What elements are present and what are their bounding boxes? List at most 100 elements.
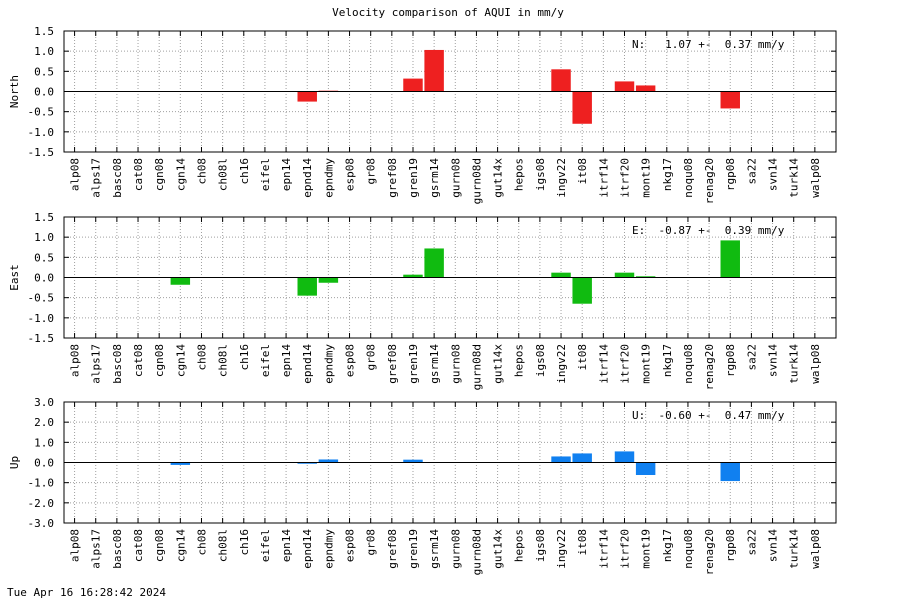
x-tick-label: eifel: [259, 158, 272, 191]
y-tick-label: 0.0: [34, 457, 54, 470]
x-tick-label: noqu08: [682, 158, 695, 198]
x-tick-label: epndmy: [322, 529, 335, 569]
x-tick-label: cat08: [132, 344, 145, 377]
x-tick-label: gurn08: [449, 344, 462, 384]
x-tick-label: itrf20: [618, 344, 631, 384]
x-tick-label: gurn08d: [470, 529, 483, 575]
x-tick-label: ch08: [195, 529, 208, 556]
x-tick-label: ch16: [238, 529, 251, 556]
y-tick-label: -1.5: [28, 146, 55, 159]
bar-epnd14: [297, 91, 317, 102]
x-tick-label: alp08: [69, 529, 82, 562]
x-tick-label: nkg17: [661, 158, 674, 191]
x-tick-label: cgn14: [174, 529, 187, 562]
y-tick-label: 1.0: [34, 45, 54, 58]
y-tick-label: -1.5: [28, 332, 55, 345]
x-tick-label: mont19: [640, 158, 653, 198]
x-tick-label: rgp08: [724, 158, 737, 191]
x-tick-label: esp08: [344, 529, 357, 562]
y-tick-label: 0.0: [34, 272, 54, 285]
x-tick-label: alps17: [90, 529, 103, 569]
bar-mont19: [635, 85, 656, 92]
x-tick-label: alps17: [90, 158, 103, 198]
bar-mont19: [635, 276, 656, 278]
x-tick-label: gsrm14: [428, 158, 441, 198]
x-tick-label: cgn14: [174, 158, 187, 191]
y-axis-label: North: [8, 75, 21, 108]
y-tick-label: -0.5: [28, 292, 55, 305]
bar-ingv22: [551, 456, 571, 463]
x-tick-label: eifel: [259, 344, 272, 377]
x-tick-label: alps17: [90, 344, 103, 384]
bar-cgn14: [170, 277, 191, 285]
x-tick-label: walp08: [809, 344, 822, 384]
bar-epndmy: [318, 459, 339, 463]
x-tick-label: walp08: [809, 529, 822, 569]
x-tick-label: itrf20: [618, 158, 631, 198]
chart-title: Velocity comparison of AQUI in mm/y: [332, 6, 564, 19]
bar-gren19: [403, 459, 423, 463]
x-tick-label: esp08: [344, 344, 357, 377]
x-tick-label: hepos: [513, 529, 526, 562]
x-tick-label: gref08: [386, 529, 399, 569]
x-tick-label: ch16: [238, 344, 251, 371]
bar-itrf20: [614, 451, 635, 463]
x-tick-label: it08: [576, 344, 589, 371]
y-tick-label: 0.5: [34, 65, 54, 78]
velocity-annotation: U: -0.60 +- 0.47 mm/y: [632, 409, 785, 422]
x-tick-label: nkg17: [661, 344, 674, 377]
x-tick-label: gut14x: [492, 344, 505, 384]
x-tick-label: itrf14: [597, 529, 610, 569]
x-tick-label: gut14x: [492, 158, 505, 198]
x-tick-label: hepos: [513, 158, 526, 191]
x-tick-label: gurn08: [449, 529, 462, 569]
x-tick-label: gref08: [386, 158, 399, 198]
x-tick-label: gr08: [365, 158, 378, 185]
x-tick-label: gsrm14: [428, 344, 441, 384]
y-tick-label: 1.0: [34, 436, 54, 449]
bar-rgp08: [720, 240, 740, 278]
bar-itrf20: [614, 272, 635, 278]
velocity-annotation: N: 1.07 +- 0.37 mm/y: [632, 38, 785, 51]
x-tick-label: epn14: [280, 344, 293, 377]
x-tick-label: turk14: [788, 529, 801, 569]
x-tick-label: sa22: [745, 529, 758, 556]
x-tick-label: basc08: [111, 529, 124, 569]
x-tick-label: gref08: [386, 344, 399, 384]
velocity-annotation: E: -0.87 +- 0.39 mm/y: [632, 224, 785, 237]
bar-gsrm14: [424, 49, 444, 92]
x-tick-label: cgn08: [153, 158, 166, 191]
x-tick-label: noqu08: [682, 344, 695, 384]
y-tick-label: 3.0: [34, 396, 54, 409]
x-tick-label: itrf14: [597, 158, 610, 198]
x-tick-label: cgn08: [153, 344, 166, 377]
plot-frame: [63, 401, 837, 524]
x-tick-label: ch08l: [217, 158, 230, 191]
x-tick-label: epnd14: [301, 529, 314, 569]
x-tick-label: ingv22: [555, 344, 568, 384]
y-tick-label: 0.5: [34, 251, 54, 264]
y-tick-label: 1.0: [34, 231, 54, 244]
x-tick-label: ch16: [238, 158, 251, 185]
x-tick-label: gren19: [407, 158, 420, 198]
x-tick-label: igs08: [534, 344, 547, 377]
x-tick-label: gurn08: [449, 158, 462, 198]
bar-rgp08: [720, 462, 740, 482]
bar-rgp08: [720, 91, 740, 109]
bar-epnd14: [297, 462, 317, 464]
x-tick-label: gurn08d: [470, 158, 483, 204]
x-tick-label: gurn08d: [470, 344, 483, 390]
bar-ingv22: [551, 272, 571, 278]
x-tick-label: ch08l: [217, 344, 230, 377]
x-tick-label: gren19: [407, 529, 420, 569]
x-tick-label: svn14: [767, 529, 780, 562]
x-tick-label: cat08: [132, 158, 145, 191]
y-axis-label: East: [8, 264, 21, 291]
x-tick-label: epnd14: [301, 158, 314, 198]
x-tick-label: svn14: [767, 158, 780, 191]
x-tick-label: walp08: [809, 158, 822, 198]
bar-gren19: [403, 78, 423, 92]
plot-frame: [63, 30, 837, 153]
x-tick-label: rgp08: [724, 529, 737, 562]
y-tick-label: 0.0: [34, 86, 54, 99]
